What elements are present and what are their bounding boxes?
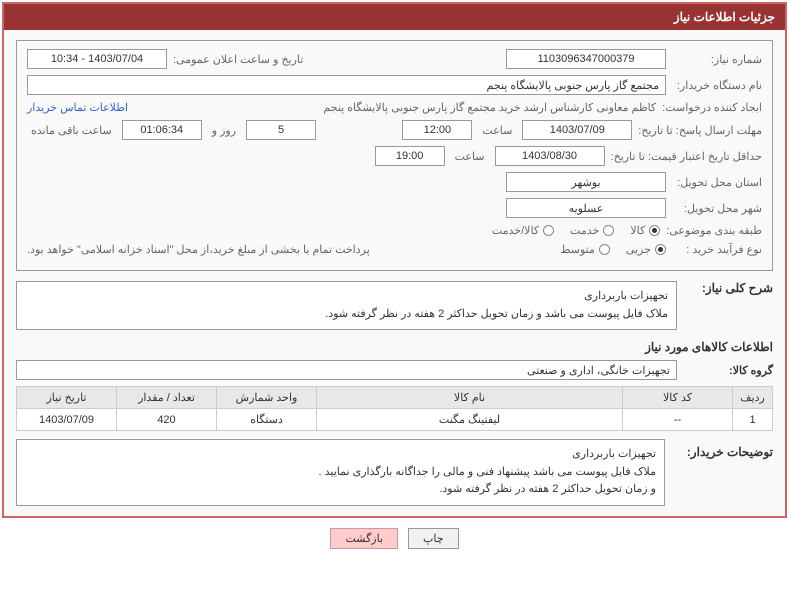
- td-date: 1403/07/09: [17, 409, 117, 431]
- radio-partial[interactable]: جزیی: [626, 243, 666, 256]
- row-requester: ایجاد کننده درخواست: کاظم معاونی کارشناس…: [27, 101, 762, 114]
- delivery-province-field: بوشهر: [506, 172, 666, 192]
- requester-label: ایجاد کننده درخواست:: [662, 101, 762, 114]
- th-qty: تعداد / مقدار: [117, 387, 217, 409]
- footer-buttons: چاپ بازگشت: [0, 520, 789, 553]
- th-row: ردیف: [733, 387, 773, 409]
- td-name: لیفتینگ مگنت: [317, 409, 623, 431]
- th-name: نام کالا: [317, 387, 623, 409]
- announce-datetime-field: 1403/07/04 - 10:34: [27, 49, 167, 69]
- buyer-desc-box: تجهیزات باربرداری ملاک فایل پیوست می باش…: [16, 439, 665, 506]
- summary-line2: ملاک فایل پیوست می باشد و زمان تحویل حدا…: [25, 306, 668, 324]
- response-date-field: 1403/07/09: [522, 120, 632, 140]
- announce-datetime-label: تاریخ و ساعت اعلان عمومی:: [173, 53, 303, 66]
- row-delivery-city: شهر محل تحویل: عسلویه: [27, 198, 762, 218]
- summary-label: شرح کلی نیاز:: [683, 281, 773, 295]
- group-label: گروه کالا:: [683, 364, 773, 377]
- th-code: کد کالا: [623, 387, 733, 409]
- need-number-field: 1103096347000379: [506, 49, 666, 69]
- radio-medium[interactable]: متوسط: [560, 243, 610, 256]
- print-button[interactable]: چاپ: [408, 528, 459, 549]
- radio-goods-label: کالا: [630, 224, 645, 237]
- days-remaining-field: 5: [246, 120, 316, 140]
- radio-medium-label: متوسط: [560, 243, 595, 256]
- requester-value: کاظم معاونی کارشناس ارشد خرید مجتمع گاز …: [134, 101, 656, 114]
- radio-goods[interactable]: کالا: [630, 224, 660, 237]
- group-field: تجهیزات خانگی، اداری و صنعتی: [16, 360, 677, 380]
- row-validity-deadline: حداقل تاریخ اعتبار قیمت: تا تاریخ: 1403/…: [27, 146, 762, 166]
- row-response-deadline: مهلت ارسال پاسخ: تا تاریخ: 1403/07/09 سا…: [27, 120, 762, 140]
- radio-service-label: خدمت: [570, 224, 599, 237]
- td-code: --: [623, 409, 733, 431]
- buyer-desc-line2: ملاک فایل پیوست می باشد پیشنهاد فنی و ما…: [25, 464, 656, 482]
- items-table: ردیف کد کالا نام کالا واحد شمارش تعداد /…: [16, 386, 773, 431]
- delivery-city-field: عسلویه: [506, 198, 666, 218]
- items-section-title: اطلاعات کالاهای مورد نیاز: [16, 340, 773, 354]
- radio-medium-circle: [599, 244, 610, 255]
- time-label-2: ساعت: [451, 150, 489, 163]
- info-box: شماره نیاز: 1103096347000379 تاریخ و ساع…: [16, 40, 773, 271]
- content-area: شماره نیاز: 1103096347000379 تاریخ و ساع…: [4, 30, 785, 516]
- delivery-province-label: استان محل تحویل:: [672, 176, 762, 189]
- radio-service-circle: [603, 225, 614, 236]
- th-unit: واحد شمارش: [217, 387, 317, 409]
- main-frame: جزئیات اطلاعات نیاز شماره نیاز: 11030963…: [2, 2, 787, 518]
- delivery-city-label: شهر محل تحویل:: [672, 202, 762, 215]
- radio-partial-circle: [655, 244, 666, 255]
- validity-time-field: 19:00: [375, 146, 445, 166]
- row-need-number: شماره نیاز: 1103096347000379 تاریخ و ساع…: [27, 49, 762, 69]
- validity-deadline-label: حداقل تاریخ اعتبار قیمت: تا تاریخ:: [611, 150, 762, 163]
- time-remaining-field: 01:06:34: [122, 120, 202, 140]
- buyer-desc-line3: و زمان تحویل حداکثر 2 هفته در نظر گرفته …: [25, 481, 656, 499]
- buyer-desc-label: توضیحات خریدار:: [673, 439, 773, 459]
- panel-title: جزئیات اطلاعات نیاز: [674, 10, 775, 24]
- td-row: 1: [733, 409, 773, 431]
- radio-goods-service-label: کالا/خدمت: [492, 224, 539, 237]
- radio-goods-service-circle: [543, 225, 554, 236]
- row-category: طبقه بندی موضوعی: کالا خدمت کالا/خدمت: [27, 224, 762, 237]
- purchase-type-radio-group: جزیی متوسط: [560, 243, 666, 256]
- summary-box: تجهیزات باربرداری ملاک فایل پیوست می باش…: [16, 281, 677, 330]
- response-time-field: 12:00: [402, 120, 472, 140]
- category-label: طبقه بندی موضوعی:: [666, 224, 762, 237]
- radio-service[interactable]: خدمت: [570, 224, 614, 237]
- table-header-row: ردیف کد کالا نام کالا واحد شمارش تعداد /…: [17, 387, 773, 409]
- time-label-1: ساعت: [478, 124, 516, 137]
- row-purchase-type: نوع فرآیند خرید : جزیی متوسط پرداخت تمام…: [27, 243, 762, 256]
- buyer-desc-line1: تجهیزات باربرداری: [25, 446, 656, 464]
- row-buyer-desc: توضیحات خریدار: تجهیزات باربرداری ملاک ف…: [16, 439, 773, 506]
- row-summary: شرح کلی نیاز: تجهیزات باربرداری ملاک فای…: [16, 281, 773, 330]
- need-number-label: شماره نیاز:: [672, 53, 762, 66]
- table-row: 1 -- لیفتینگ مگنت دستگاه 420 1403/07/09: [17, 409, 773, 431]
- category-radio-group: کالا خدمت کالا/خدمت: [492, 224, 660, 237]
- radio-partial-label: جزیی: [626, 243, 651, 256]
- buyer-org-field: مجتمع گاز پارس جنوبی پالایشگاه پنجم: [27, 75, 666, 95]
- buyer-contact-link[interactable]: اطلاعات تماس خریدار: [27, 101, 128, 114]
- radio-goods-service[interactable]: کالا/خدمت: [492, 224, 554, 237]
- td-qty: 420: [117, 409, 217, 431]
- buyer-org-label: نام دستگاه خریدار:: [672, 79, 762, 92]
- return-button[interactable]: بازگشت: [330, 528, 398, 549]
- td-unit: دستگاه: [217, 409, 317, 431]
- remaining-suffix: ساعت باقی مانده: [27, 124, 116, 137]
- row-delivery-province: استان محل تحویل: بوشهر: [27, 172, 762, 192]
- validity-date-field: 1403/08/30: [495, 146, 605, 166]
- summary-line1: تجهیزات باربرداری: [25, 288, 668, 306]
- treasury-note: پرداخت تمام یا بخشی از مبلغ خرید،از محل …: [27, 243, 370, 256]
- panel-header: جزئیات اطلاعات نیاز: [4, 4, 785, 30]
- days-suffix: روز و: [208, 124, 240, 137]
- th-date: تاریخ نیاز: [17, 387, 117, 409]
- row-buyer-org: نام دستگاه خریدار: مجتمع گاز پارس جنوبی …: [27, 75, 762, 95]
- row-group: گروه کالا: تجهیزات خانگی، اداری و صنعتی: [16, 360, 773, 380]
- response-deadline-label: مهلت ارسال پاسخ: تا تاریخ:: [638, 124, 762, 137]
- radio-goods-circle: [649, 225, 660, 236]
- purchase-type-label: نوع فرآیند خرید :: [672, 243, 762, 256]
